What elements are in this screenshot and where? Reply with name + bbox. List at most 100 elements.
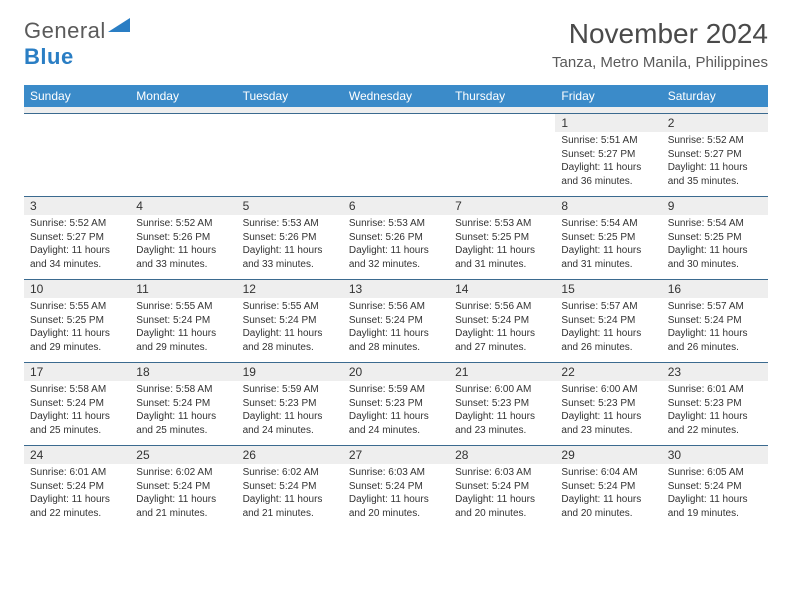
day-cell: 15Sunrise: 5:57 AMSunset: 5:24 PMDayligh…	[555, 280, 661, 362]
day-cell: 29Sunrise: 6:04 AMSunset: 5:24 PMDayligh…	[555, 446, 661, 528]
sunrise-text: Sunrise: 6:04 AM	[561, 466, 655, 480]
day-cell: 9Sunrise: 5:54 AMSunset: 5:25 PMDaylight…	[662, 197, 768, 279]
day-number: 28	[449, 446, 555, 464]
week-row: 3Sunrise: 5:52 AMSunset: 5:27 PMDaylight…	[24, 196, 768, 279]
day-body: Sunrise: 5:56 AMSunset: 5:24 PMDaylight:…	[343, 298, 449, 360]
daylight-text: Daylight: 11 hours and 28 minutes.	[243, 327, 337, 354]
sunrise-text: Sunrise: 5:54 AM	[561, 217, 655, 231]
daylight-text: Daylight: 11 hours and 34 minutes.	[30, 244, 124, 271]
day-number: 29	[555, 446, 661, 464]
daylight-text: Daylight: 11 hours and 33 minutes.	[243, 244, 337, 271]
sunrise-text: Sunrise: 6:00 AM	[455, 383, 549, 397]
day-number: 6	[343, 197, 449, 215]
day-body: Sunrise: 5:53 AMSunset: 5:26 PMDaylight:…	[237, 215, 343, 277]
sunset-text: Sunset: 5:24 PM	[455, 314, 549, 328]
daylight-text: Daylight: 11 hours and 30 minutes.	[668, 244, 762, 271]
logo-blue: Blue	[24, 44, 74, 69]
sunset-text: Sunset: 5:27 PM	[561, 148, 655, 162]
week-row: 17Sunrise: 5:58 AMSunset: 5:24 PMDayligh…	[24, 362, 768, 445]
daylight-text: Daylight: 11 hours and 22 minutes.	[668, 410, 762, 437]
day-body: Sunrise: 6:03 AMSunset: 5:24 PMDaylight:…	[449, 464, 555, 526]
sunrise-text: Sunrise: 5:52 AM	[30, 217, 124, 231]
sunset-text: Sunset: 5:24 PM	[243, 480, 337, 494]
day-body: Sunrise: 6:00 AMSunset: 5:23 PMDaylight:…	[449, 381, 555, 443]
weeks-container: 1Sunrise: 5:51 AMSunset: 5:27 PMDaylight…	[24, 113, 768, 528]
day-body: Sunrise: 5:52 AMSunset: 5:27 PMDaylight:…	[24, 215, 130, 277]
day-number: 8	[555, 197, 661, 215]
sunrise-text: Sunrise: 6:05 AM	[668, 466, 762, 480]
sunrise-text: Sunrise: 5:54 AM	[668, 217, 762, 231]
sunrise-text: Sunrise: 5:53 AM	[455, 217, 549, 231]
day-cell: 30Sunrise: 6:05 AMSunset: 5:24 PMDayligh…	[662, 446, 768, 528]
day-number: 15	[555, 280, 661, 298]
sunset-text: Sunset: 5:25 PM	[455, 231, 549, 245]
logo-text: General Blue	[24, 18, 130, 70]
sunset-text: Sunset: 5:23 PM	[349, 397, 443, 411]
header-bar: General Blue November 2024 Tanza, Metro …	[24, 18, 768, 71]
day-number: 30	[662, 446, 768, 464]
sunset-text: Sunset: 5:24 PM	[30, 397, 124, 411]
sunset-text: Sunset: 5:26 PM	[349, 231, 443, 245]
daylight-text: Daylight: 11 hours and 31 minutes.	[455, 244, 549, 271]
weekday-header: Sunday	[24, 85, 130, 107]
weekday-header: Thursday	[449, 85, 555, 107]
day-cell: 28Sunrise: 6:03 AMSunset: 5:24 PMDayligh…	[449, 446, 555, 528]
day-number: 18	[130, 363, 236, 381]
day-number: 22	[555, 363, 661, 381]
daylight-text: Daylight: 11 hours and 28 minutes.	[349, 327, 443, 354]
daylight-text: Daylight: 11 hours and 20 minutes.	[349, 493, 443, 520]
day-body	[237, 132, 343, 140]
day-cell: 12Sunrise: 5:55 AMSunset: 5:24 PMDayligh…	[237, 280, 343, 362]
week-row: 1Sunrise: 5:51 AMSunset: 5:27 PMDaylight…	[24, 113, 768, 196]
day-body: Sunrise: 5:59 AMSunset: 5:23 PMDaylight:…	[237, 381, 343, 443]
day-number: 4	[130, 197, 236, 215]
weekday-header-row: SundayMondayTuesdayWednesdayThursdayFrid…	[24, 85, 768, 107]
day-cell: 25Sunrise: 6:02 AMSunset: 5:24 PMDayligh…	[130, 446, 236, 528]
daylight-text: Daylight: 11 hours and 36 minutes.	[561, 161, 655, 188]
day-number: 14	[449, 280, 555, 298]
day-number: 5	[237, 197, 343, 215]
sunset-text: Sunset: 5:24 PM	[243, 314, 337, 328]
sunrise-text: Sunrise: 6:01 AM	[668, 383, 762, 397]
day-number	[130, 114, 236, 132]
daylight-text: Daylight: 11 hours and 21 minutes.	[243, 493, 337, 520]
day-number: 1	[555, 114, 661, 132]
day-body: Sunrise: 6:02 AMSunset: 5:24 PMDaylight:…	[130, 464, 236, 526]
location: Tanza, Metro Manila, Philippines	[552, 54, 768, 71]
day-cell	[449, 114, 555, 196]
sunrise-text: Sunrise: 6:00 AM	[561, 383, 655, 397]
daylight-text: Daylight: 11 hours and 22 minutes.	[30, 493, 124, 520]
daylight-text: Daylight: 11 hours and 24 minutes.	[349, 410, 443, 437]
day-body: Sunrise: 5:55 AMSunset: 5:24 PMDaylight:…	[237, 298, 343, 360]
daylight-text: Daylight: 11 hours and 27 minutes.	[455, 327, 549, 354]
sunrise-text: Sunrise: 5:56 AM	[349, 300, 443, 314]
day-cell	[24, 114, 130, 196]
logo-triangle-icon	[108, 18, 130, 37]
day-number: 9	[662, 197, 768, 215]
day-cell: 1Sunrise: 5:51 AMSunset: 5:27 PMDaylight…	[555, 114, 661, 196]
day-cell: 7Sunrise: 5:53 AMSunset: 5:25 PMDaylight…	[449, 197, 555, 279]
day-cell: 21Sunrise: 6:00 AMSunset: 5:23 PMDayligh…	[449, 363, 555, 445]
sunrise-text: Sunrise: 5:53 AM	[243, 217, 337, 231]
day-body	[343, 132, 449, 140]
sunrise-text: Sunrise: 5:55 AM	[136, 300, 230, 314]
day-body: Sunrise: 5:55 AMSunset: 5:25 PMDaylight:…	[24, 298, 130, 360]
day-cell: 16Sunrise: 5:57 AMSunset: 5:24 PMDayligh…	[662, 280, 768, 362]
sunset-text: Sunset: 5:23 PM	[243, 397, 337, 411]
sunrise-text: Sunrise: 5:58 AM	[136, 383, 230, 397]
sunset-text: Sunset: 5:24 PM	[668, 314, 762, 328]
weekday-header: Saturday	[662, 85, 768, 107]
day-body: Sunrise: 5:57 AMSunset: 5:24 PMDaylight:…	[555, 298, 661, 360]
daylight-text: Daylight: 11 hours and 21 minutes.	[136, 493, 230, 520]
daylight-text: Daylight: 11 hours and 31 minutes.	[561, 244, 655, 271]
weekday-header: Tuesday	[237, 85, 343, 107]
day-number: 3	[24, 197, 130, 215]
day-number: 25	[130, 446, 236, 464]
day-cell: 23Sunrise: 6:01 AMSunset: 5:23 PMDayligh…	[662, 363, 768, 445]
day-number	[24, 114, 130, 132]
daylight-text: Daylight: 11 hours and 29 minutes.	[136, 327, 230, 354]
sunset-text: Sunset: 5:27 PM	[30, 231, 124, 245]
daylight-text: Daylight: 11 hours and 29 minutes.	[30, 327, 124, 354]
day-cell: 10Sunrise: 5:55 AMSunset: 5:25 PMDayligh…	[24, 280, 130, 362]
day-body	[24, 132, 130, 140]
